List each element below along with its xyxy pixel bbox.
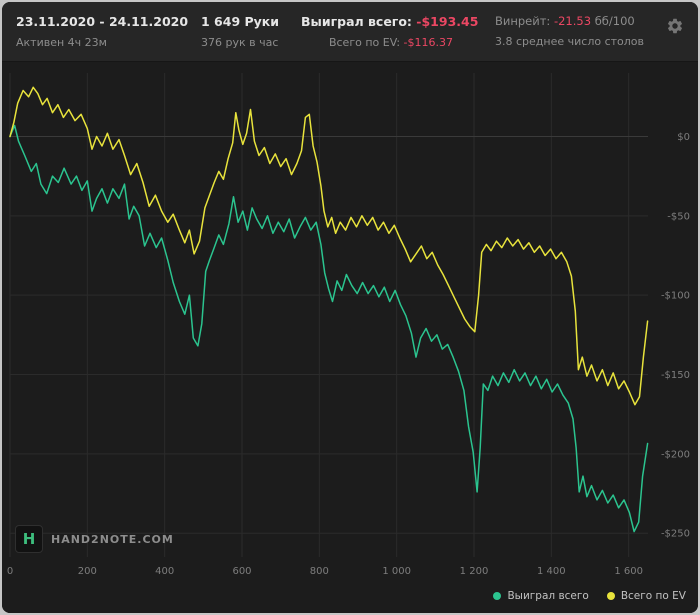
hands-count: 1 649 Руки bbox=[201, 14, 280, 29]
hands-per-hour: 376 рук в час bbox=[201, 36, 279, 49]
svg-text:-$200: -$200 bbox=[661, 449, 690, 460]
gear-icon bbox=[667, 18, 683, 34]
chart-region: 0 200 400 600 800 1 000 1 200 1 400 1 600 $0 -$50 -… bbox=[2, 63, 698, 613]
avg-tables: 3.8 среднее число столов bbox=[495, 35, 644, 48]
svg-text:-$150: -$150 bbox=[661, 370, 690, 381]
date-range: 23.11.2020 - 24.11.2020 bbox=[16, 14, 189, 29]
winrate-label: Винрейт: bbox=[495, 14, 551, 28]
svg-text:400: 400 bbox=[155, 566, 174, 577]
session-dates-block: 23.11.2020 - 24.11.2020 Активен 4ч 23м bbox=[16, 14, 201, 49]
ev-total-line: Всего по EV: -$116.37 bbox=[301, 36, 453, 49]
hands-block: 1 649 Руки 376 рук в час bbox=[201, 14, 301, 49]
legend-dot-won bbox=[493, 592, 502, 600]
won-total-line: Выиграл всего: -$193.45 bbox=[301, 14, 478, 29]
svg-text:800: 800 bbox=[310, 566, 329, 577]
brand-link[interactable]: H HAND2NOTE.COM bbox=[15, 525, 174, 553]
svg-text:600: 600 bbox=[232, 566, 251, 577]
winrate-line: Винрейт: -21.53 бб/100 bbox=[495, 14, 644, 28]
hand2note-logo-icon: H bbox=[15, 525, 43, 553]
svg-text:0: 0 bbox=[7, 566, 13, 577]
ev-total-value: -$116.37 bbox=[403, 36, 453, 49]
legend-label-won: Выиграл всего bbox=[507, 590, 589, 602]
session-stats-header: 23.11.2020 - 24.11.2020 Активен 4ч 23м 1… bbox=[2, 2, 698, 62]
svg-text:-$100: -$100 bbox=[661, 291, 690, 302]
won-total-value: -$193.45 bbox=[416, 14, 479, 29]
winrate-unit: бб/100 bbox=[594, 14, 635, 28]
legend-label-ev: Всего по EV bbox=[620, 590, 686, 602]
legend-item-ev[interactable]: Всего по EV bbox=[606, 590, 686, 602]
winrate-block: Винрейт: -21.53 бб/100 3.8 среднее число… bbox=[495, 14, 644, 48]
svg-text:$0: $0 bbox=[677, 132, 690, 143]
svg-text:1 000: 1 000 bbox=[382, 566, 411, 577]
legend-dot-ev bbox=[606, 592, 615, 600]
won-total-label: Выиграл всего: bbox=[301, 14, 412, 29]
svg-text:-$250: -$250 bbox=[661, 529, 690, 540]
winnings-block: Выиграл всего: -$193.45 Всего по EV: -$1… bbox=[301, 14, 478, 49]
svg-text:-$50: -$50 bbox=[667, 211, 690, 222]
svg-text:1 400: 1 400 bbox=[537, 566, 566, 577]
ev-total-label: Всего по EV: bbox=[328, 36, 401, 49]
winrate-value: -21.53 bbox=[553, 14, 592, 28]
svg-text:1 200: 1 200 bbox=[460, 566, 489, 577]
brand-text: HAND2NOTE.COM bbox=[51, 532, 174, 546]
active-time: Активен 4ч 23м bbox=[16, 36, 107, 49]
legend-item-won[interactable]: Выиграл всего bbox=[493, 590, 589, 602]
svg-text:200: 200 bbox=[78, 566, 97, 577]
session-graph[interactable]: 0 200 400 600 800 1 000 1 200 1 400 1 600 $0 -$50 -… bbox=[2, 63, 698, 613]
chart-legend: Выиграл всего Всего по EV bbox=[493, 590, 686, 602]
svg-text:1 600: 1 600 bbox=[614, 566, 643, 577]
settings-button[interactable] bbox=[665, 17, 685, 37]
